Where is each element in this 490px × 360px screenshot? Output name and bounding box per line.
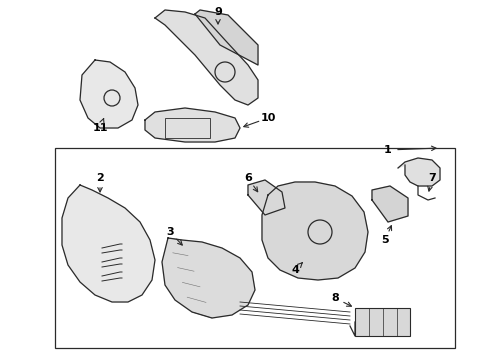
Text: 9: 9 [214,7,222,17]
Text: 2: 2 [96,173,104,183]
Text: 6: 6 [244,173,252,183]
Bar [165,118,210,138]
Polygon shape [398,158,440,186]
Polygon shape [195,10,258,65]
Polygon shape [372,186,408,222]
Polygon shape [162,238,255,318]
Polygon shape [62,185,155,302]
Text: 3: 3 [166,227,174,237]
Text: 11: 11 [92,123,108,133]
Text: 4: 4 [291,265,299,275]
Polygon shape [145,108,240,142]
Polygon shape [80,60,138,128]
Text: 8: 8 [331,293,339,303]
Polygon shape [248,180,285,215]
Bar [355,308,410,336]
Bar [55,148,455,348]
Text: 10: 10 [260,113,276,123]
Text: 5: 5 [381,235,389,245]
Text: 7: 7 [428,173,436,183]
Polygon shape [155,10,258,105]
Polygon shape [262,182,368,280]
Text: 1: 1 [384,145,392,155]
